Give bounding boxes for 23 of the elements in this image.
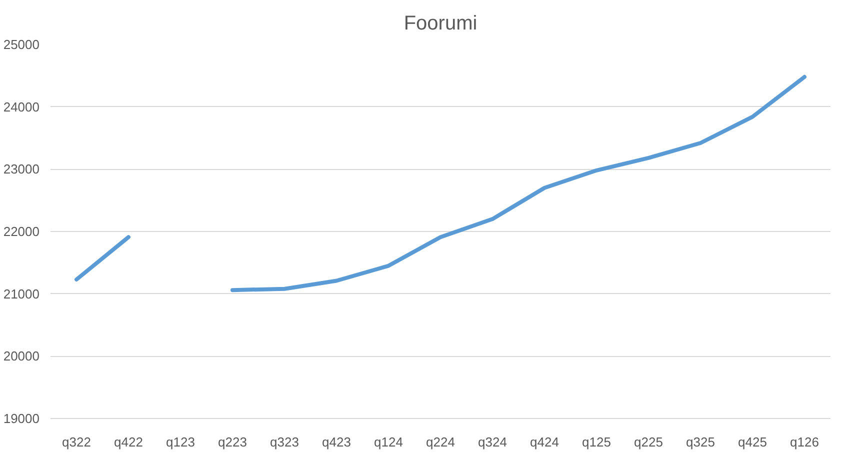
x-tick-label: q124 xyxy=(374,434,403,450)
y-tick-label: 25000 xyxy=(3,37,40,52)
y-tick-label: 20000 xyxy=(3,348,40,364)
x-tick-label: q422 xyxy=(114,434,143,450)
x-tick-label: q225 xyxy=(634,434,663,450)
y-tick-label: 24000 xyxy=(3,99,40,114)
x-tick-label: q123 xyxy=(166,434,195,450)
y-tick-label: 21000 xyxy=(3,286,40,302)
chart-title: Foorumi xyxy=(404,12,478,34)
y-tick-label: 22000 xyxy=(3,224,40,239)
x-tick-label: q323 xyxy=(270,434,299,450)
y-tick-label: 19000 xyxy=(3,411,40,426)
x-tick-label: q126 xyxy=(790,434,819,450)
x-tick-label: q425 xyxy=(738,434,767,450)
y-tick-label: 23000 xyxy=(3,162,40,177)
x-tick-label: q324 xyxy=(478,434,507,450)
x-tick-label: q125 xyxy=(582,434,611,450)
x-tick-label: q223 xyxy=(218,434,247,450)
x-tick-label: q424 xyxy=(530,434,559,450)
x-tick-label: q325 xyxy=(686,434,715,450)
x-tick-label: q322 xyxy=(62,434,91,450)
x-tick-label: q224 xyxy=(426,434,455,450)
x-tick-label: q423 xyxy=(322,434,351,450)
